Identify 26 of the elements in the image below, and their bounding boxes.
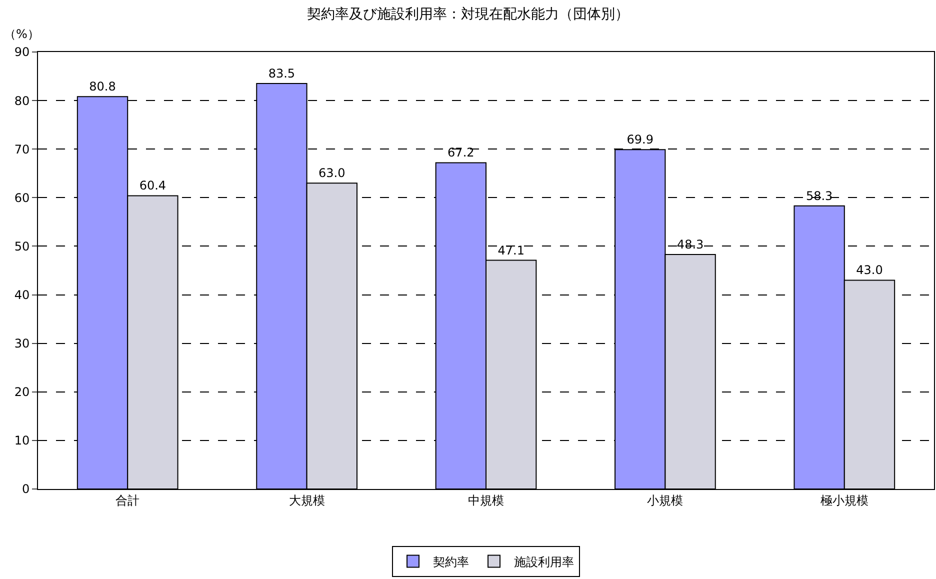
x-tick-label: 極小規模 [820, 493, 868, 508]
y-axis-title: （%） [4, 27, 40, 41]
x-tick-label: 大規模 [288, 493, 325, 508]
data-label: 48.3 [676, 237, 704, 252]
y-tick-label: 30 [14, 336, 30, 351]
legend-label: 契約率 [433, 554, 469, 569]
chart-title: 契約率及び施設利用率：対現在配水能力（団体別） [307, 6, 629, 22]
data-label: 43.0 [856, 263, 883, 278]
y-tick-label: 60 [14, 190, 30, 205]
x-tick-label: 中規模 [468, 493, 504, 508]
y-tick-label: 10 [14, 434, 30, 448]
x-tick-label: 合計 [116, 493, 140, 508]
x-tick-label: 小規模 [647, 493, 684, 508]
data-label: 80.8 [89, 80, 116, 94]
data-label: 63.0 [318, 166, 346, 180]
legend-label: 施設利用率 [514, 554, 574, 569]
y-tick-label: 80 [14, 94, 30, 108]
y-tick-label: 20 [14, 385, 30, 400]
y-tick-label: 40 [14, 288, 30, 302]
y-tick-label: 90 [14, 45, 30, 60]
y-tick-label: 0 [22, 482, 30, 496]
y-tick-label: 50 [14, 239, 30, 254]
y-tick-label: 70 [14, 142, 30, 156]
data-label: 69.9 [626, 132, 654, 147]
data-label: 83.5 [268, 66, 296, 81]
data-label: 60.4 [139, 178, 166, 193]
